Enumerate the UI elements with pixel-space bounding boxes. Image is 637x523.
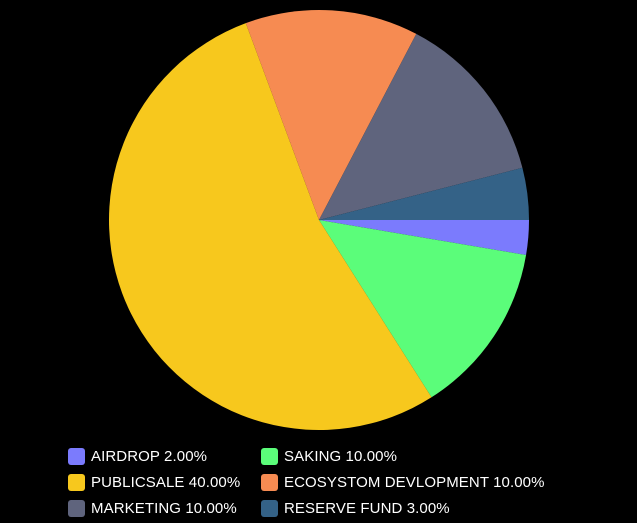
pie-slice-marketing[interactable] (319, 33, 523, 220)
legend-swatch (261, 499, 278, 517)
legend-label: SAKING 10.00% (284, 447, 398, 465)
legend-item-saking[interactable]: SAKING 10.00% (261, 447, 545, 465)
pie-chart (109, 9, 529, 430)
pie-slice-publicsale[interactable] (109, 23, 432, 430)
legend-swatch (68, 499, 85, 517)
legend-item-ecosystom-devlopment[interactable]: ECOSYSTOM DEVLOPMENT 10.00% (261, 473, 545, 491)
legend-swatch (68, 447, 85, 465)
legend-swatch (261, 473, 278, 491)
legend-label: RESERVE FUND 3.00% (284, 499, 450, 517)
legend-item-airdrop[interactable]: AIRDROP 2.00% (68, 447, 261, 465)
legend: AIRDROP 2.00% SAKING 10.00% PUBLICSALE 4… (68, 443, 545, 521)
pie-slice-reserve-fund[interactable] (319, 167, 529, 220)
legend-label: MARKETING 10.00% (91, 499, 237, 517)
legend-item-marketing[interactable]: MARKETING 10.00% (68, 499, 261, 517)
legend-item-publicsale[interactable]: PUBLICSALE 40.00% (68, 473, 261, 491)
pie-slices (109, 9, 529, 430)
pie-slice-saking[interactable] (319, 220, 527, 398)
legend-label: PUBLICSALE 40.00% (91, 473, 241, 491)
pie-slice-ecosystom-devlopment[interactable] (245, 9, 417, 221)
legend-label: AIRDROP 2.00% (91, 447, 208, 465)
legend-swatch (68, 473, 85, 491)
legend-swatch (261, 447, 278, 465)
legend-label: ECOSYSTOM DEVLOPMENT 10.00% (284, 473, 545, 491)
pie-slice-airdrop[interactable] (319, 220, 529, 256)
legend-item-reserve-fund[interactable]: RESERVE FUND 3.00% (261, 499, 545, 517)
